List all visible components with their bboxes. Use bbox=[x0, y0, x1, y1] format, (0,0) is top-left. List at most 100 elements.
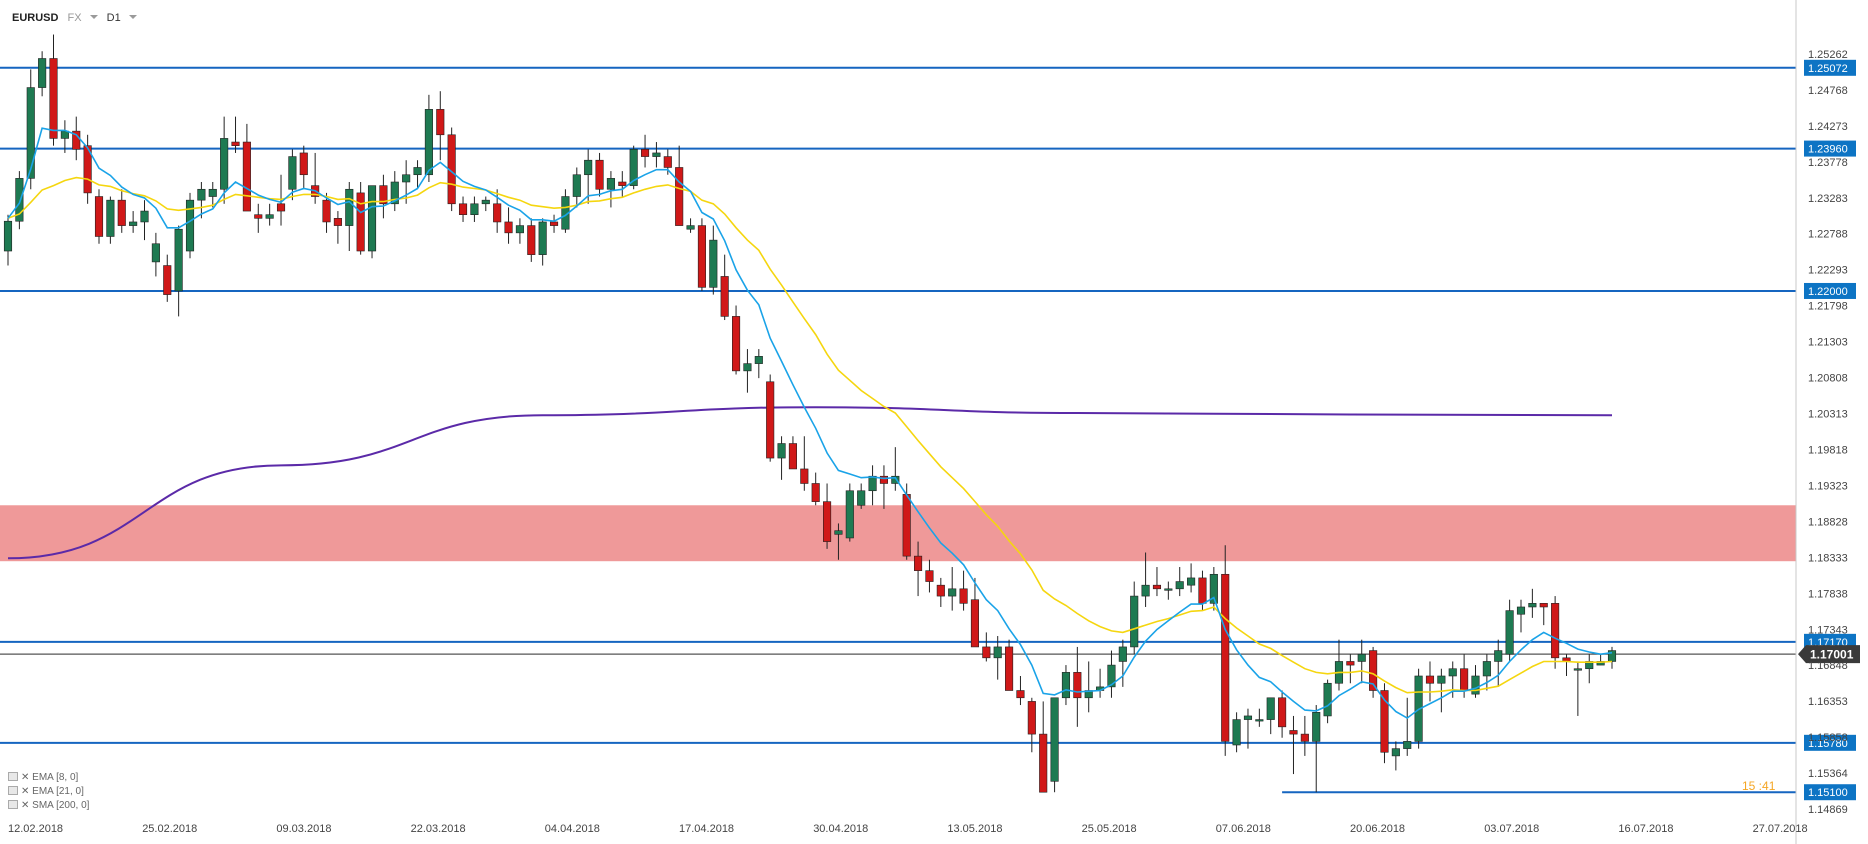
market-dropdown-icon[interactable] bbox=[89, 15, 98, 19]
candle bbox=[618, 171, 627, 197]
candle bbox=[584, 149, 593, 204]
candle bbox=[1471, 665, 1480, 698]
y-tick-label: 1.21303 bbox=[1808, 337, 1848, 349]
candle bbox=[220, 116, 229, 204]
candle-body bbox=[1039, 733, 1048, 793]
candle bbox=[595, 152, 604, 197]
candle-body bbox=[140, 210, 149, 223]
candle bbox=[936, 577, 945, 607]
candle bbox=[504, 207, 513, 244]
candle bbox=[515, 218, 524, 244]
timeframe-dropdown-icon[interactable] bbox=[128, 15, 137, 19]
candle-body bbox=[1198, 577, 1207, 604]
level-tag-label: 1.15100 bbox=[1808, 787, 1848, 799]
candle-body bbox=[868, 475, 877, 492]
candle-body bbox=[38, 58, 47, 88]
candle bbox=[151, 232, 160, 277]
candle bbox=[857, 483, 866, 509]
indicator-toggle-icon[interactable] bbox=[8, 786, 18, 795]
candle-body bbox=[948, 588, 957, 597]
candle-body bbox=[106, 199, 115, 237]
candle bbox=[1346, 654, 1355, 684]
indicator-sma200[interactable]: ✕ SMA [200, 0] bbox=[8, 800, 89, 811]
candle-body bbox=[1482, 661, 1491, 677]
candle-body bbox=[834, 530, 843, 535]
candle-body bbox=[1141, 584, 1150, 597]
candle-body bbox=[606, 178, 615, 190]
candle-body bbox=[595, 159, 604, 190]
indicator-toggle-icon[interactable] bbox=[8, 800, 18, 809]
level-tag-label: 1.23960 bbox=[1808, 144, 1848, 156]
candle bbox=[345, 182, 354, 252]
candle-body bbox=[1312, 712, 1321, 742]
candle-body bbox=[1494, 650, 1503, 662]
candle-body bbox=[584, 159, 593, 176]
candle-body bbox=[1130, 595, 1139, 648]
y-tick-label: 1.18828 bbox=[1808, 516, 1848, 528]
indicator-ema8[interactable]: ✕ EMA [8, 0] bbox=[8, 772, 78, 783]
x-tick-label: 30.04.2018 bbox=[813, 823, 868, 835]
timeframe-label[interactable]: D1 bbox=[106, 12, 121, 24]
candle bbox=[1607, 646, 1617, 669]
candle bbox=[254, 203, 263, 233]
candle bbox=[367, 185, 377, 259]
indicator-toggle-icon[interactable] bbox=[8, 772, 18, 781]
candle bbox=[914, 541, 923, 597]
candle bbox=[788, 436, 797, 470]
candle-body bbox=[345, 188, 354, 226]
candle-body bbox=[470, 203, 479, 215]
candle bbox=[38, 51, 47, 97]
candle-body bbox=[1289, 730, 1298, 735]
candle bbox=[117, 189, 126, 233]
candle-body bbox=[754, 356, 763, 364]
ema-layer bbox=[7, 127, 1613, 720]
candle bbox=[754, 349, 763, 379]
candle-body bbox=[333, 218, 342, 226]
candle bbox=[94, 189, 104, 244]
candle bbox=[436, 91, 445, 161]
candle-body bbox=[1391, 748, 1400, 757]
y-tick-label: 1.16848 bbox=[1808, 660, 1848, 672]
candle bbox=[538, 218, 547, 266]
candle bbox=[527, 218, 536, 262]
candle-body bbox=[959, 588, 968, 604]
candle-body bbox=[515, 225, 524, 234]
indicator-ema21[interactable]: ✕ EMA [21, 0] bbox=[8, 786, 84, 797]
candle bbox=[1187, 563, 1196, 593]
candle-body bbox=[163, 265, 172, 295]
x-tick-label: 27.07.2018 bbox=[1753, 823, 1808, 835]
symbol-label[interactable]: EURUSD bbox=[12, 12, 59, 24]
candle-body bbox=[1369, 650, 1378, 691]
candle bbox=[879, 465, 888, 509]
candle-body bbox=[231, 141, 240, 146]
candle bbox=[379, 174, 388, 219]
candle-body bbox=[402, 174, 411, 183]
y-tick-label: 1.22788 bbox=[1808, 229, 1848, 241]
candle-body bbox=[1152, 584, 1162, 590]
candle bbox=[174, 225, 183, 317]
candle bbox=[424, 94, 433, 183]
candle-body bbox=[481, 199, 490, 205]
candle bbox=[390, 171, 399, 212]
candle bbox=[3, 214, 13, 266]
resistance-zone-layer bbox=[0, 505, 1796, 562]
candle-body bbox=[379, 185, 388, 205]
candle-body bbox=[1380, 690, 1389, 753]
y-tick-label: 1.15364 bbox=[1808, 768, 1848, 780]
candle-body bbox=[197, 188, 206, 201]
candle bbox=[402, 160, 411, 204]
candle bbox=[1243, 708, 1253, 749]
candle bbox=[1369, 646, 1378, 698]
ema-8-line bbox=[7, 127, 1613, 720]
candle-body bbox=[902, 494, 911, 557]
chart-header: EURUSD FX D1 bbox=[12, 12, 143, 24]
candle bbox=[811, 472, 820, 506]
candle bbox=[1539, 603, 1548, 626]
candle bbox=[129, 211, 138, 233]
indicator-label: SMA [200, 0] bbox=[32, 800, 90, 811]
y-tick-label: 1.17343 bbox=[1808, 624, 1848, 636]
market-label[interactable]: FX bbox=[67, 12, 82, 24]
x-tick-label: 12.02.2018 bbox=[8, 823, 63, 835]
candle-body bbox=[1516, 606, 1526, 615]
